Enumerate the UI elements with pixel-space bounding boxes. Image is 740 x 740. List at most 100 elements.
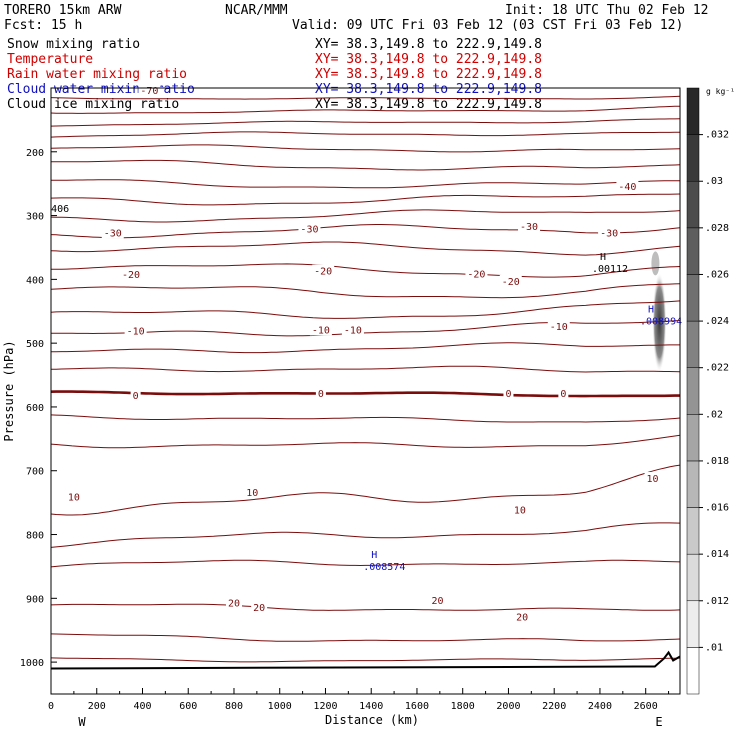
x-tick-label: 1200	[313, 701, 337, 712]
contour-label: 10	[514, 505, 526, 516]
temperature-contour	[50, 224, 681, 239]
contour-label-bg	[49, 202, 72, 215]
maximum-value: .00112	[592, 264, 628, 275]
forecast-hour: Fcst: 15 h	[4, 18, 82, 33]
contour-label-bg	[298, 222, 321, 235]
contour-label-bg	[244, 486, 261, 499]
contour-label-bg	[101, 226, 124, 239]
temperature-contour	[50, 390, 680, 398]
contour-label-bg	[251, 600, 268, 613]
colorbar-tick-label: .022	[705, 363, 729, 374]
field-xy: XY= 38.3,149.8 to 222.9,149.8	[315, 97, 542, 112]
maximum-marker: H	[648, 305, 654, 316]
contour-label-bg	[465, 267, 488, 280]
contour-label-bg	[499, 274, 522, 287]
contour-label-bg	[429, 593, 446, 606]
temperature-contour	[50, 464, 681, 516]
temperature-contour	[50, 365, 681, 373]
x-tick-label: 0	[48, 701, 54, 712]
colorbar-segment	[686, 600, 700, 648]
colorbar-tick-label: .018	[705, 456, 729, 467]
contour-label: -10	[312, 325, 330, 336]
colorbar-tick-label: .016	[705, 503, 729, 514]
contour-label: 0	[560, 389, 566, 400]
contour-label: -20	[122, 270, 140, 281]
temperature-contour	[50, 95, 681, 100]
temperature-contour	[50, 209, 681, 223]
temperature-contour	[51, 342, 680, 354]
colorbar-segment	[686, 367, 700, 415]
contour-label: 20	[432, 596, 444, 607]
colorbar-tick-label: .012	[705, 596, 729, 607]
contour-label-bg	[315, 387, 326, 400]
contour-label: 0	[505, 389, 511, 400]
contour-label-bg	[312, 264, 335, 277]
temperature-contours	[50, 95, 681, 663]
colorbar-segment	[686, 320, 700, 368]
colorbar-tick-label: .01	[705, 642, 723, 653]
colorbar-segment	[686, 553, 700, 602]
colorbar-segment	[686, 87, 700, 135]
contour-label: 406	[51, 204, 69, 215]
contour-label-bg	[225, 596, 242, 609]
contour-label-bg	[616, 179, 639, 192]
temperature-contour	[51, 159, 681, 171]
contour-label-bg	[598, 226, 621, 239]
contour-label-bg	[309, 323, 332, 336]
temperature-contour	[50, 144, 681, 153]
contour-label: -10	[550, 322, 568, 333]
x-tick-label: 2000	[496, 701, 520, 712]
colorbar-segment	[686, 507, 700, 555]
x-tick-label: 800	[225, 701, 243, 712]
field-xy: XY= 38.3,149.8 to 222.9,149.8	[315, 82, 542, 97]
temperature-contour	[50, 657, 681, 663]
colorbar-segment	[686, 460, 700, 508]
y-tick-label: 300	[26, 212, 44, 223]
x-tick-label: 2400	[588, 701, 612, 712]
x-tick-label: 2200	[542, 701, 566, 712]
x-tick-label: 1800	[451, 701, 475, 712]
temperature-contour	[50, 522, 681, 548]
contour-label: -30	[300, 225, 318, 236]
temperature-contour	[50, 633, 681, 642]
contour-label: 20	[228, 598, 240, 609]
contour-labels: -70 -40 406 -30 -30 -30 -30 -20 -20 -20 -20 -10 -10 -…	[49, 84, 661, 623]
colorbar-segment	[686, 274, 700, 322]
contour-label: 0	[318, 389, 324, 400]
contour-label-bg	[518, 220, 541, 233]
contour-label-bg	[130, 389, 141, 402]
colorbar-tick-label: .032	[705, 130, 729, 141]
contour-label-bg	[341, 323, 364, 336]
contour-label-bg	[138, 84, 161, 97]
contour-label-bg	[124, 324, 147, 337]
contour-label: 0	[133, 391, 139, 402]
contour-label: -30	[600, 228, 618, 239]
east-label: E	[655, 715, 662, 729]
colorbar-tick-label: .02	[705, 409, 723, 420]
x-axis: 0 200 400 600 800 1000 1200 1400 1600 1800 2000 220…	[48, 688, 670, 712]
field-name: Cloud water mixing ratio	[7, 82, 195, 97]
temperature-contour	[50, 434, 681, 449]
temperature-contour	[50, 283, 681, 299]
contour-label: 10	[68, 493, 80, 504]
field-xy: XY= 38.3,149.8 to 222.9,149.8	[315, 67, 542, 82]
west-label: W	[78, 715, 86, 729]
field-name: Snow mixing ratio	[7, 37, 140, 52]
x-axis-label: Distance (km)	[325, 713, 419, 727]
temperature-contour	[50, 300, 681, 319]
contour-label-bg	[65, 490, 82, 503]
colorbar-tick-label: .024	[705, 316, 729, 327]
colorbar-unit: g kg⁻¹	[706, 87, 735, 96]
temperature-contour	[50, 559, 681, 568]
maximum-marker: H	[371, 550, 377, 561]
y-tick-label: 500	[26, 339, 44, 350]
y-tick-label: 700	[26, 467, 44, 478]
center-title: NCAR/MMM	[225, 3, 288, 18]
snow-shading	[651, 251, 667, 373]
contour-label-bg	[558, 387, 569, 400]
colorbar-tick-label: .014	[705, 549, 729, 560]
contour-label-bg	[644, 472, 661, 485]
init-time: Init: 18 UTC Thu 02 Feb 12	[505, 3, 709, 18]
colorbar-segment	[686, 134, 700, 182]
